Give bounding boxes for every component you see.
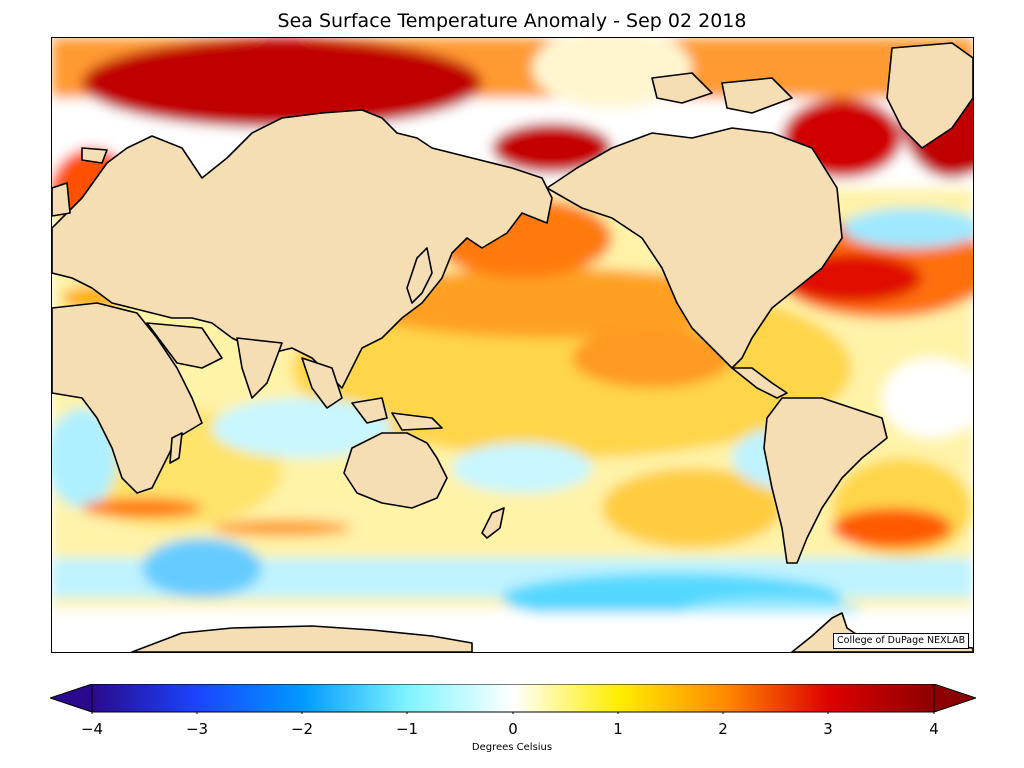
colorbar-tick: −4 <box>80 720 104 738</box>
colorbar-tick: −3 <box>185 720 209 738</box>
colorbar-label: Degrees Celsius <box>471 742 553 753</box>
colorbar-tick: −1 <box>395 720 419 738</box>
sst-anomaly-map <box>51 37 974 653</box>
colorbar-tick: 0 <box>508 720 518 738</box>
colorbar <box>50 684 976 714</box>
colorbar-tick: 4 <box>929 720 939 738</box>
colorbar-tick: 2 <box>718 720 728 738</box>
land-masses <box>52 42 973 652</box>
colorbar-tick: 3 <box>823 720 833 738</box>
credit-label: College of DuPage NEXLAB <box>833 633 970 649</box>
map-title: Sea Surface Temperature Anomaly - Sep 02… <box>277 10 747 32</box>
colorbar-tick: −2 <box>290 720 314 738</box>
colorbar-tick: 1 <box>613 720 623 738</box>
